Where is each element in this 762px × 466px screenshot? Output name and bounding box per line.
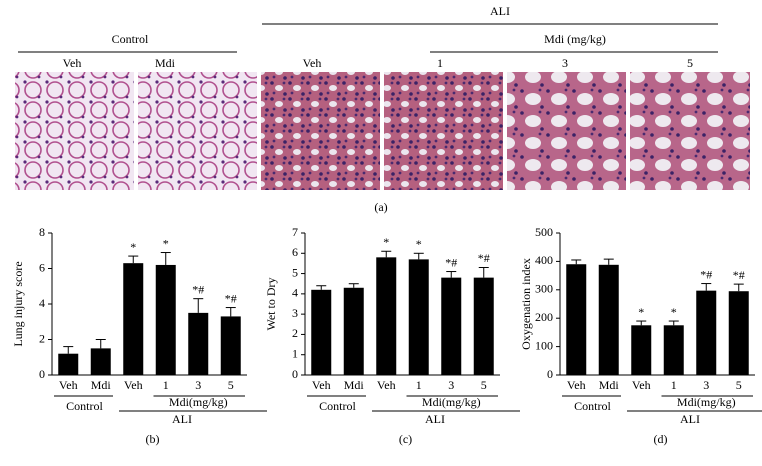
bar (90, 348, 111, 375)
column-label: Mdi (155, 56, 176, 70)
x-tick-label: 3 (448, 378, 454, 392)
micrograph (507, 72, 626, 190)
y-tick-label: 7 (292, 225, 298, 239)
x-tick-label: 3 (703, 378, 709, 392)
bar (343, 287, 364, 375)
significance-label: *# (700, 267, 712, 281)
bar (598, 264, 619, 375)
column-label: 1 (437, 56, 443, 70)
significance-label: *# (225, 291, 237, 305)
y-tick-label: 3 (292, 306, 298, 320)
bar (473, 277, 494, 375)
y-tick-label: 300 (535, 282, 553, 296)
bar (663, 325, 684, 375)
column-label: Veh (63, 56, 82, 70)
y-tick-label: 0 (547, 367, 553, 381)
y-tick-label: 2 (39, 331, 45, 345)
group-label: Mdi(mg/kg) (677, 395, 736, 409)
panel-label: (a) (374, 200, 387, 214)
group-label: Control (66, 399, 103, 413)
y-tick-label: 6 (292, 245, 298, 259)
column-label: Veh (303, 56, 322, 70)
x-tick-label: Mdi (344, 378, 365, 392)
y-tick-label: 5 (292, 265, 298, 279)
panel-label: (b) (146, 432, 160, 446)
y-tick-label: 4 (292, 286, 298, 300)
y-axis-label: Oxygenation index (519, 258, 533, 350)
bar (631, 325, 652, 375)
x-tick-label: Veh (377, 378, 396, 392)
bar (188, 312, 209, 375)
bar (408, 259, 429, 375)
significance-label: *# (478, 251, 490, 265)
y-tick-label: 0 (292, 367, 298, 381)
y-axis-label: Lung injury score (11, 261, 25, 346)
ali-label: ALI (490, 4, 510, 18)
x-tick-label: 3 (195, 378, 201, 392)
significance-label: * (671, 305, 677, 319)
y-axis-label: Wet to Dry (264, 277, 278, 330)
bar (728, 291, 749, 375)
control-label: Control (112, 32, 149, 46)
column-label: 5 (687, 56, 693, 70)
x-tick-label: Veh (567, 378, 586, 392)
bar (311, 289, 332, 375)
significance-label: * (130, 240, 136, 254)
group-label: Mdi(mg/kg) (422, 395, 481, 409)
bar (123, 263, 144, 375)
x-tick-label: Veh (632, 378, 651, 392)
y-tick-label: 0 (39, 367, 45, 381)
x-tick-label: Veh (59, 378, 78, 392)
significance-label: * (383, 235, 389, 249)
x-tick-label: 1 (416, 378, 422, 392)
y-tick-label: 100 (535, 338, 553, 352)
significance-label: *# (733, 268, 745, 282)
bar (220, 316, 241, 375)
significance-label: * (638, 305, 644, 319)
x-tick-label: Mdi (599, 378, 620, 392)
x-tick-label: 1 (671, 378, 677, 392)
significance-label: *# (192, 282, 204, 296)
panel-label: (c) (399, 432, 412, 446)
x-tick-label: 5 (481, 378, 487, 392)
x-tick-label: Veh (312, 378, 331, 392)
y-tick-label: 500 (535, 225, 553, 239)
bar (696, 290, 717, 375)
y-tick-label: 200 (535, 310, 553, 324)
group-label: Mdi(mg/kg) (169, 395, 228, 409)
group-label: ALI (425, 412, 445, 426)
bar (566, 264, 587, 375)
group-label: Control (574, 399, 611, 413)
micrograph (138, 72, 257, 190)
bar (58, 353, 79, 375)
y-tick-label: 6 (39, 260, 45, 274)
x-tick-label: 5 (228, 378, 234, 392)
y-tick-label: 8 (39, 225, 45, 239)
y-tick-label: 2 (292, 326, 298, 340)
column-label: 3 (562, 56, 568, 70)
group-label: ALI (680, 412, 700, 426)
significance-label: * (416, 237, 422, 251)
micrograph (261, 72, 380, 190)
y-tick-label: 4 (39, 296, 45, 310)
y-tick-label: 400 (535, 253, 553, 267)
mdi-label: Mdi (mg/kg) (544, 32, 606, 46)
bar (155, 264, 176, 375)
x-tick-label: Veh (124, 378, 143, 392)
significance-label: *# (445, 255, 457, 269)
significance-label: * (163, 236, 169, 250)
group-label: ALI (172, 412, 192, 426)
micrograph (15, 72, 134, 190)
x-tick-label: 5 (736, 378, 742, 392)
bar (376, 257, 397, 375)
panel-label: (d) (654, 432, 668, 446)
micrograph (384, 72, 503, 190)
y-tick-label: 1 (292, 346, 298, 360)
group-label: Control (319, 399, 356, 413)
x-tick-label: 1 (163, 378, 169, 392)
x-tick-label: Mdi (91, 378, 112, 392)
bar (441, 277, 462, 375)
micrograph (630, 72, 750, 190)
